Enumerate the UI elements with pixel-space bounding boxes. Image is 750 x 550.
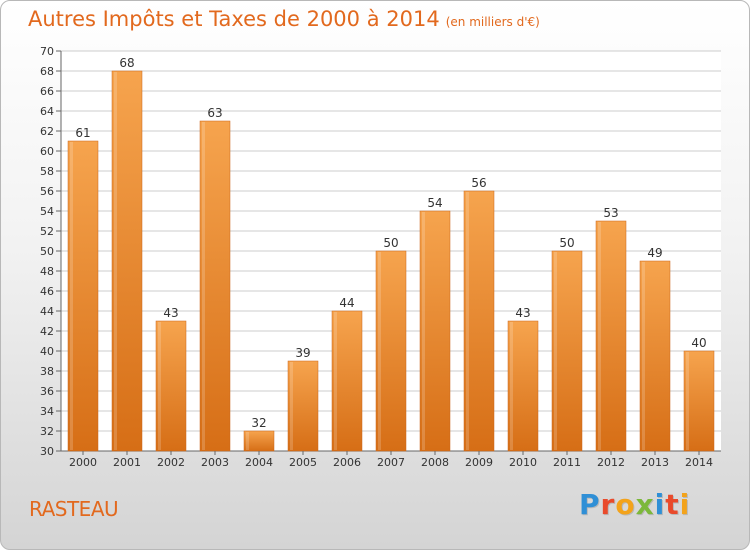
- logo-letter: r: [600, 488, 616, 521]
- y-tick-label: 30: [40, 445, 54, 458]
- bar: [331, 310, 363, 452]
- bar-value-label: 43: [515, 306, 530, 320]
- bar: [287, 360, 319, 452]
- logo-letter: i: [679, 488, 691, 521]
- x-tick-label: 2005: [289, 456, 317, 469]
- bar-highlight: [114, 72, 117, 450]
- bar-value-label: 32: [251, 416, 266, 430]
- bar-value-label: 56: [471, 176, 486, 190]
- y-tick-label: 54: [40, 205, 54, 218]
- bar-highlight: [378, 252, 381, 450]
- bar-highlight: [158, 322, 161, 450]
- bar-highlight: [202, 122, 205, 450]
- bar-highlight: [422, 212, 425, 450]
- bar-value-label: 44: [339, 296, 354, 310]
- bar: [111, 70, 143, 452]
- bar-value-label: 39: [295, 346, 310, 360]
- x-tick-label: 2008: [421, 456, 449, 469]
- bar-value-label: 61: [75, 126, 90, 140]
- x-tick-label: 2007: [377, 456, 405, 469]
- bar: [639, 260, 671, 452]
- bar: [155, 320, 187, 452]
- y-tick-label: 64: [40, 105, 54, 118]
- y-tick-label: 52: [40, 225, 54, 238]
- bar-highlight: [70, 142, 73, 450]
- bar-highlight: [466, 192, 469, 450]
- bar: [67, 140, 99, 452]
- y-tick-label: 36: [40, 385, 54, 398]
- proxiti-logo: Proxiti: [579, 488, 690, 521]
- x-tick-label: 2014: [685, 456, 713, 469]
- chart-title-text: Autres Impôts et Taxes de 2000 à 2014: [28, 7, 440, 31]
- x-tick-label: 2004: [245, 456, 273, 469]
- bar: [375, 250, 407, 452]
- x-tick-label: 2009: [465, 456, 493, 469]
- y-tick-label: 70: [40, 45, 54, 58]
- y-tick-label: 58: [40, 165, 54, 178]
- bar-highlight: [246, 432, 249, 450]
- y-tick-label: 44: [40, 305, 54, 318]
- bar: [507, 320, 539, 452]
- bar-value-label: 49: [647, 246, 662, 260]
- bar: [199, 120, 231, 452]
- bar-value-label: 68: [119, 56, 134, 70]
- bar: [419, 210, 451, 452]
- bar: [551, 250, 583, 452]
- y-tick-label: 50: [40, 245, 54, 258]
- logo-letter: P: [579, 488, 601, 521]
- logo-letter: o: [615, 488, 636, 521]
- y-tick-label: 46: [40, 285, 54, 298]
- x-tick-label: 2002: [157, 456, 185, 469]
- commune-name: RASTEAU: [29, 497, 119, 521]
- logo-letter: t: [665, 488, 680, 521]
- x-tick-label: 2001: [113, 456, 141, 469]
- logo-letter: i: [654, 488, 666, 521]
- bar-value-label: 54: [427, 196, 442, 210]
- x-tick-label: 2012: [597, 456, 625, 469]
- bar-highlight: [334, 312, 337, 450]
- y-tick-label: 38: [40, 365, 54, 378]
- bar-highlight: [642, 262, 645, 450]
- bar-highlight: [510, 322, 513, 450]
- bar-value-label: 43: [163, 306, 178, 320]
- y-tick-label: 62: [40, 125, 54, 138]
- bar-value-label: 50: [559, 236, 574, 250]
- y-tick-label: 40: [40, 345, 54, 358]
- chart-title: Autres Impôts et Taxes de 2000 à 2014 (en…: [28, 7, 540, 31]
- bar-highlight: [290, 362, 293, 450]
- x-tick-label: 2011: [553, 456, 581, 469]
- y-tick-label: 42: [40, 325, 54, 338]
- bar-value-label: 40: [691, 336, 706, 350]
- y-tick-label: 66: [40, 85, 54, 98]
- y-tick-label: 34: [40, 405, 54, 418]
- bar-highlight: [554, 252, 557, 450]
- y-tick-label: 60: [40, 145, 54, 158]
- y-tick-label: 32: [40, 425, 54, 438]
- y-tick-label: 56: [40, 185, 54, 198]
- logo-letter: x: [635, 488, 655, 521]
- bar-value-label: 63: [207, 106, 222, 120]
- unit-note: (en milliers d'€): [445, 15, 540, 29]
- x-tick-label: 2006: [333, 456, 361, 469]
- y-tick-label: 68: [40, 65, 54, 78]
- x-tick-label: 2010: [509, 456, 537, 469]
- bar-value-label: 50: [383, 236, 398, 250]
- x-tick-label: 2013: [641, 456, 669, 469]
- bar-highlight: [686, 352, 689, 450]
- bar-highlight: [598, 222, 601, 450]
- x-tick-label: 2003: [201, 456, 229, 469]
- y-tick-label: 48: [40, 265, 54, 278]
- bar: [595, 220, 627, 452]
- x-tick-label: 2000: [69, 456, 97, 469]
- bar: [463, 190, 495, 452]
- bar-value-label: 53: [603, 206, 618, 220]
